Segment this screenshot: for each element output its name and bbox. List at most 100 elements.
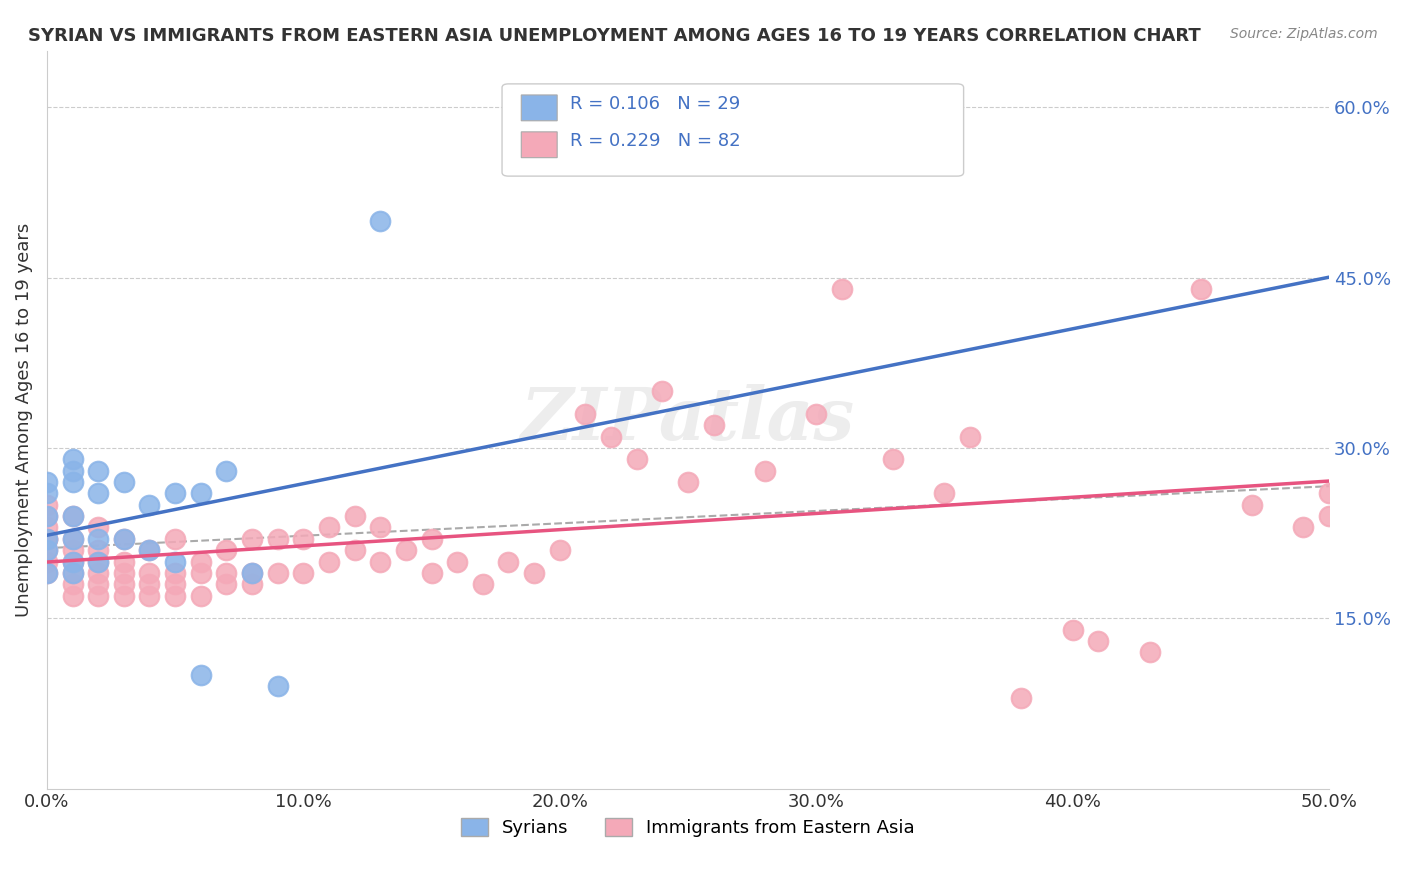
- Point: [62, 543, 84, 558]
- Point: [318, 554, 340, 568]
- Point: [35, 532, 58, 546]
- Point: [165, 566, 187, 580]
- Point: [959, 429, 981, 443]
- Point: [35, 543, 58, 558]
- Point: [87, 543, 110, 558]
- Point: [165, 532, 187, 546]
- Point: [87, 566, 110, 580]
- Point: [112, 589, 135, 603]
- Point: [165, 589, 187, 603]
- Point: [1317, 486, 1340, 500]
- Point: [35, 498, 58, 512]
- Point: [1087, 634, 1109, 648]
- Point: [1189, 282, 1212, 296]
- Point: [35, 543, 58, 558]
- Legend: Syrians, Immigrants from Eastern Asia: Syrians, Immigrants from Eastern Asia: [451, 808, 924, 846]
- Point: [292, 532, 315, 546]
- Point: [165, 486, 187, 500]
- Point: [215, 464, 238, 478]
- Point: [626, 452, 648, 467]
- Point: [62, 452, 84, 467]
- Text: R = 0.229   N = 82: R = 0.229 N = 82: [569, 132, 741, 150]
- Point: [215, 566, 238, 580]
- Point: [882, 452, 904, 467]
- Point: [651, 384, 673, 399]
- Text: R = 0.106   N = 29: R = 0.106 N = 29: [569, 95, 740, 112]
- Point: [1241, 498, 1264, 512]
- Point: [112, 475, 135, 489]
- Point: [62, 554, 84, 568]
- Point: [240, 566, 263, 580]
- Point: [934, 486, 956, 500]
- Point: [138, 566, 160, 580]
- Point: [62, 509, 84, 524]
- Point: [471, 577, 494, 591]
- Point: [62, 554, 84, 568]
- Point: [87, 589, 110, 603]
- Point: [35, 475, 58, 489]
- Point: [62, 589, 84, 603]
- Point: [35, 509, 58, 524]
- Point: [138, 589, 160, 603]
- Point: [87, 532, 110, 546]
- Point: [62, 464, 84, 478]
- Point: [35, 486, 58, 500]
- Point: [240, 577, 263, 591]
- Point: [215, 543, 238, 558]
- Point: [1139, 645, 1161, 659]
- Point: [1317, 509, 1340, 524]
- Point: [138, 577, 160, 591]
- Point: [87, 577, 110, 591]
- Point: [87, 464, 110, 478]
- Point: [87, 520, 110, 534]
- Text: Source: ZipAtlas.com: Source: ZipAtlas.com: [1230, 27, 1378, 41]
- Point: [190, 486, 212, 500]
- Point: [292, 566, 315, 580]
- Point: [112, 566, 135, 580]
- Point: [498, 554, 520, 568]
- Point: [266, 532, 288, 546]
- Point: [831, 282, 853, 296]
- Point: [138, 543, 160, 558]
- Point: [62, 566, 84, 580]
- Point: [190, 589, 212, 603]
- Point: [165, 554, 187, 568]
- Y-axis label: Unemployment Among Ages 16 to 19 years: Unemployment Among Ages 16 to 19 years: [15, 222, 32, 616]
- Point: [266, 679, 288, 693]
- Point: [62, 532, 84, 546]
- Point: [62, 577, 84, 591]
- Point: [190, 566, 212, 580]
- FancyBboxPatch shape: [522, 132, 557, 158]
- Point: [190, 668, 212, 682]
- Point: [62, 566, 84, 580]
- Point: [35, 532, 58, 546]
- Point: [240, 566, 263, 580]
- Point: [368, 520, 391, 534]
- Point: [35, 566, 58, 580]
- Point: [343, 509, 366, 524]
- Point: [754, 464, 776, 478]
- Point: [1062, 623, 1084, 637]
- Point: [190, 554, 212, 568]
- Point: [35, 509, 58, 524]
- Text: ZIPatlas: ZIPatlas: [520, 384, 855, 455]
- Point: [35, 554, 58, 568]
- Point: [138, 543, 160, 558]
- Point: [87, 486, 110, 500]
- Point: [62, 532, 84, 546]
- Point: [395, 543, 418, 558]
- Point: [240, 532, 263, 546]
- Point: [266, 566, 288, 580]
- Point: [574, 407, 596, 421]
- Point: [35, 566, 58, 580]
- Point: [548, 543, 571, 558]
- Point: [368, 214, 391, 228]
- Point: [35, 520, 58, 534]
- Point: [676, 475, 699, 489]
- Point: [112, 532, 135, 546]
- Point: [87, 554, 110, 568]
- FancyBboxPatch shape: [522, 95, 557, 120]
- FancyBboxPatch shape: [502, 84, 963, 176]
- Point: [138, 498, 160, 512]
- Point: [600, 429, 623, 443]
